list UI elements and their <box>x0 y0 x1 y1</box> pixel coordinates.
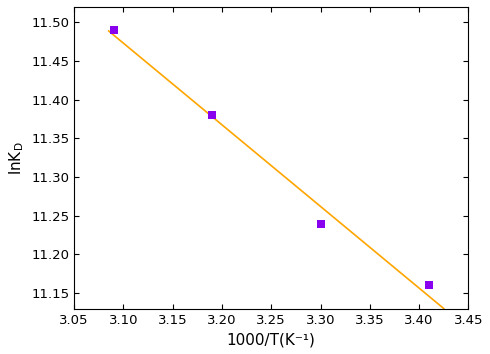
Y-axis label: $\mathregular{lnK_D}$: $\mathregular{lnK_D}$ <box>7 141 25 175</box>
Point <box>425 282 433 288</box>
Point <box>208 113 216 118</box>
X-axis label: 1000/T(K⁻¹): 1000/T(K⁻¹) <box>227 332 316 347</box>
Point <box>110 27 118 33</box>
Point <box>317 221 324 226</box>
